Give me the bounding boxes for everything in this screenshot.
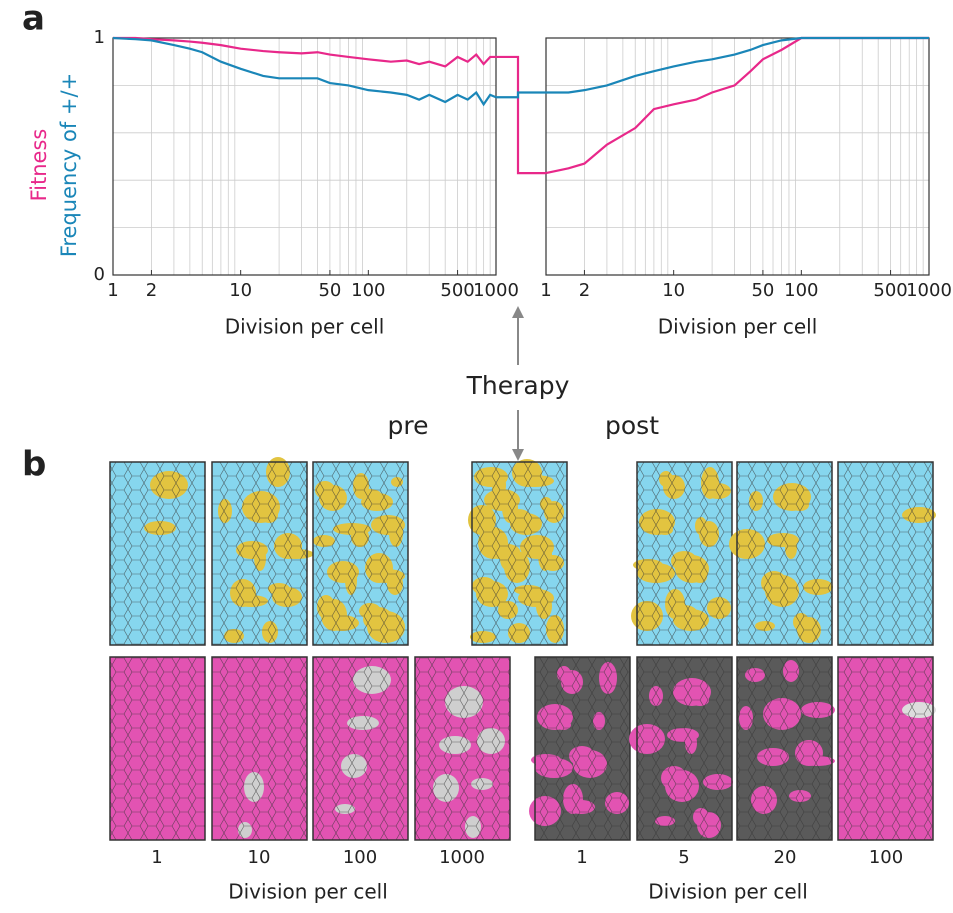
x-tick-label: 100: [351, 280, 385, 301]
tissue-cells: [109, 656, 206, 841]
tissue-label: 10: [248, 847, 271, 868]
tissue-cells: [211, 656, 308, 841]
x-tick-label: 100: [784, 280, 818, 301]
y-tick-label: 0: [94, 264, 105, 285]
tissue-label: 5: [678, 847, 689, 868]
tissue-cells: [736, 461, 833, 646]
post-label: post: [605, 411, 659, 440]
x-axis-label: Division per cell: [648, 880, 808, 904]
series-label: Fitness: [27, 129, 51, 202]
tissue-label: 100: [343, 847, 377, 868]
tissue-cells: [534, 656, 631, 841]
x-tick-label: 1: [540, 280, 551, 301]
tissue-cells: [636, 656, 733, 841]
tissue-label: 100: [869, 847, 903, 868]
x-tick-label: 50: [751, 280, 774, 301]
tissue-images: [109, 457, 936, 841]
series-line: [113, 36, 496, 68]
pre-label: pre: [388, 411, 429, 440]
tissue-cells: [312, 461, 409, 646]
x-tick-label: 500: [873, 280, 907, 301]
therapy-connector: [496, 91, 546, 99]
x-axis-label: Division per cell: [228, 880, 388, 904]
plot-frame: [112, 37, 497, 276]
therapy-label: Therapy: [466, 371, 570, 400]
tissue-cells: [636, 461, 733, 646]
tissue-cells: [837, 656, 934, 841]
x-tick-label: 1000: [906, 280, 952, 301]
x-tick-label: 2: [579, 280, 590, 301]
x-tick-label: 1: [107, 280, 118, 301]
series-line: [546, 36, 929, 94]
series-label: Frequency of +/+: [57, 73, 81, 257]
x-tick-label: 10: [662, 280, 685, 301]
x-axis-label: Division per cell: [225, 315, 385, 339]
x-axis-label: Division per cell: [658, 315, 818, 339]
tissue-cells: [837, 461, 934, 646]
tissue-cells: [471, 461, 568, 646]
tissue-cells: [211, 461, 308, 646]
panel-label: a: [22, 0, 45, 39]
tissue-cells: [312, 656, 409, 841]
series-line: [112, 36, 497, 107]
y-tick-label: 1: [94, 27, 105, 48]
x-tick-label: 10: [229, 280, 252, 301]
tissue-cells: [736, 656, 833, 841]
x-tick-label: 2: [146, 280, 157, 301]
tissue-cells: [109, 461, 206, 646]
tissue-cells: [414, 656, 511, 841]
x-tick-label: 1000: [473, 280, 519, 301]
x-tick-label: 500: [440, 280, 474, 301]
tissue-label: 1: [151, 847, 162, 868]
series-line: [545, 36, 929, 175]
panel-label: b: [22, 445, 46, 485]
tissue-label: 1000: [439, 847, 485, 868]
plot-frame: [545, 37, 930, 276]
tissue-label: 1: [576, 847, 587, 868]
x-tick-label: 50: [318, 280, 341, 301]
tissue-label: 20: [774, 847, 797, 868]
therapy-connector: [496, 55, 546, 175]
